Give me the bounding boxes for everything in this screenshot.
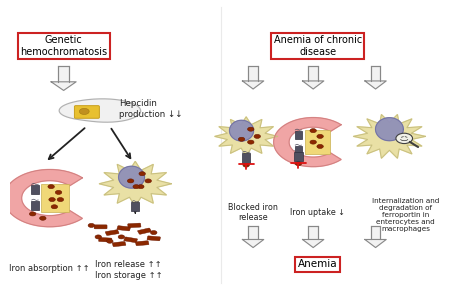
Text: Genetic
hemochromatosis: Genetic hemochromatosis (20, 35, 107, 57)
FancyBboxPatch shape (105, 230, 119, 235)
Polygon shape (118, 166, 145, 188)
Circle shape (310, 140, 317, 144)
Circle shape (29, 212, 36, 216)
Circle shape (295, 162, 301, 166)
Circle shape (145, 179, 151, 183)
FancyBboxPatch shape (295, 146, 302, 154)
FancyBboxPatch shape (305, 130, 330, 154)
Polygon shape (4, 169, 82, 227)
Circle shape (128, 179, 134, 183)
FancyBboxPatch shape (99, 238, 112, 242)
Circle shape (57, 197, 64, 202)
Circle shape (247, 127, 254, 131)
Polygon shape (354, 115, 426, 158)
Text: Hepcidin
production ↓↓: Hepcidin production ↓↓ (119, 99, 182, 119)
Polygon shape (302, 240, 324, 248)
FancyBboxPatch shape (242, 153, 250, 163)
Bar (248, 66, 258, 81)
Polygon shape (99, 161, 171, 206)
FancyBboxPatch shape (137, 228, 152, 234)
Polygon shape (243, 240, 264, 248)
Polygon shape (365, 240, 386, 248)
Circle shape (79, 108, 89, 115)
Circle shape (88, 223, 95, 227)
Bar (309, 66, 318, 81)
Polygon shape (51, 82, 76, 90)
FancyBboxPatch shape (112, 242, 126, 247)
Circle shape (51, 205, 58, 209)
Text: Blocked iron
release: Blocked iron release (228, 203, 278, 222)
FancyBboxPatch shape (124, 237, 137, 243)
Text: Iron absorption ↑↑: Iron absorption ↑↑ (9, 264, 90, 273)
Text: Anemia of chronic
disease: Anemia of chronic disease (273, 35, 362, 57)
Polygon shape (365, 81, 386, 89)
Text: Iron uptake ↓: Iron uptake ↓ (290, 208, 345, 217)
FancyBboxPatch shape (295, 131, 302, 139)
FancyBboxPatch shape (147, 236, 161, 241)
Circle shape (310, 129, 317, 133)
Circle shape (151, 231, 157, 235)
FancyBboxPatch shape (117, 226, 130, 231)
FancyBboxPatch shape (74, 106, 100, 118)
Circle shape (254, 134, 261, 138)
Text: Internalization and
degradation of
ferroportin in
enterocytes and
macrophages: Internalization and degradation of ferro… (372, 198, 439, 232)
FancyBboxPatch shape (136, 241, 149, 246)
Bar (248, 226, 258, 240)
Polygon shape (215, 117, 278, 156)
Text: Anemia: Anemia (298, 259, 337, 269)
Circle shape (55, 190, 62, 194)
Circle shape (137, 185, 144, 189)
Bar (371, 66, 380, 81)
Circle shape (238, 137, 245, 141)
Circle shape (317, 134, 323, 138)
Circle shape (118, 235, 125, 239)
FancyBboxPatch shape (31, 185, 39, 194)
FancyBboxPatch shape (128, 223, 141, 228)
Bar (371, 226, 380, 240)
Bar (309, 226, 318, 240)
FancyBboxPatch shape (31, 201, 39, 210)
Circle shape (133, 185, 139, 189)
Circle shape (317, 144, 323, 148)
Polygon shape (229, 120, 254, 141)
FancyBboxPatch shape (41, 184, 69, 212)
Bar (58, 66, 69, 82)
Circle shape (48, 185, 55, 189)
Circle shape (396, 133, 412, 144)
Circle shape (40, 216, 46, 220)
Polygon shape (273, 117, 341, 167)
Polygon shape (243, 81, 264, 89)
Circle shape (95, 235, 101, 239)
Circle shape (49, 197, 55, 202)
Circle shape (243, 163, 249, 167)
FancyBboxPatch shape (94, 225, 107, 229)
Text: Iron release ↑↑
Iron storage ↑↑: Iron release ↑↑ Iron storage ↑↑ (94, 260, 162, 280)
Circle shape (107, 239, 113, 243)
Polygon shape (302, 81, 324, 89)
Circle shape (247, 140, 254, 144)
Circle shape (139, 172, 146, 176)
Polygon shape (375, 118, 403, 141)
FancyBboxPatch shape (131, 202, 139, 211)
FancyBboxPatch shape (294, 152, 302, 161)
Polygon shape (59, 99, 141, 122)
